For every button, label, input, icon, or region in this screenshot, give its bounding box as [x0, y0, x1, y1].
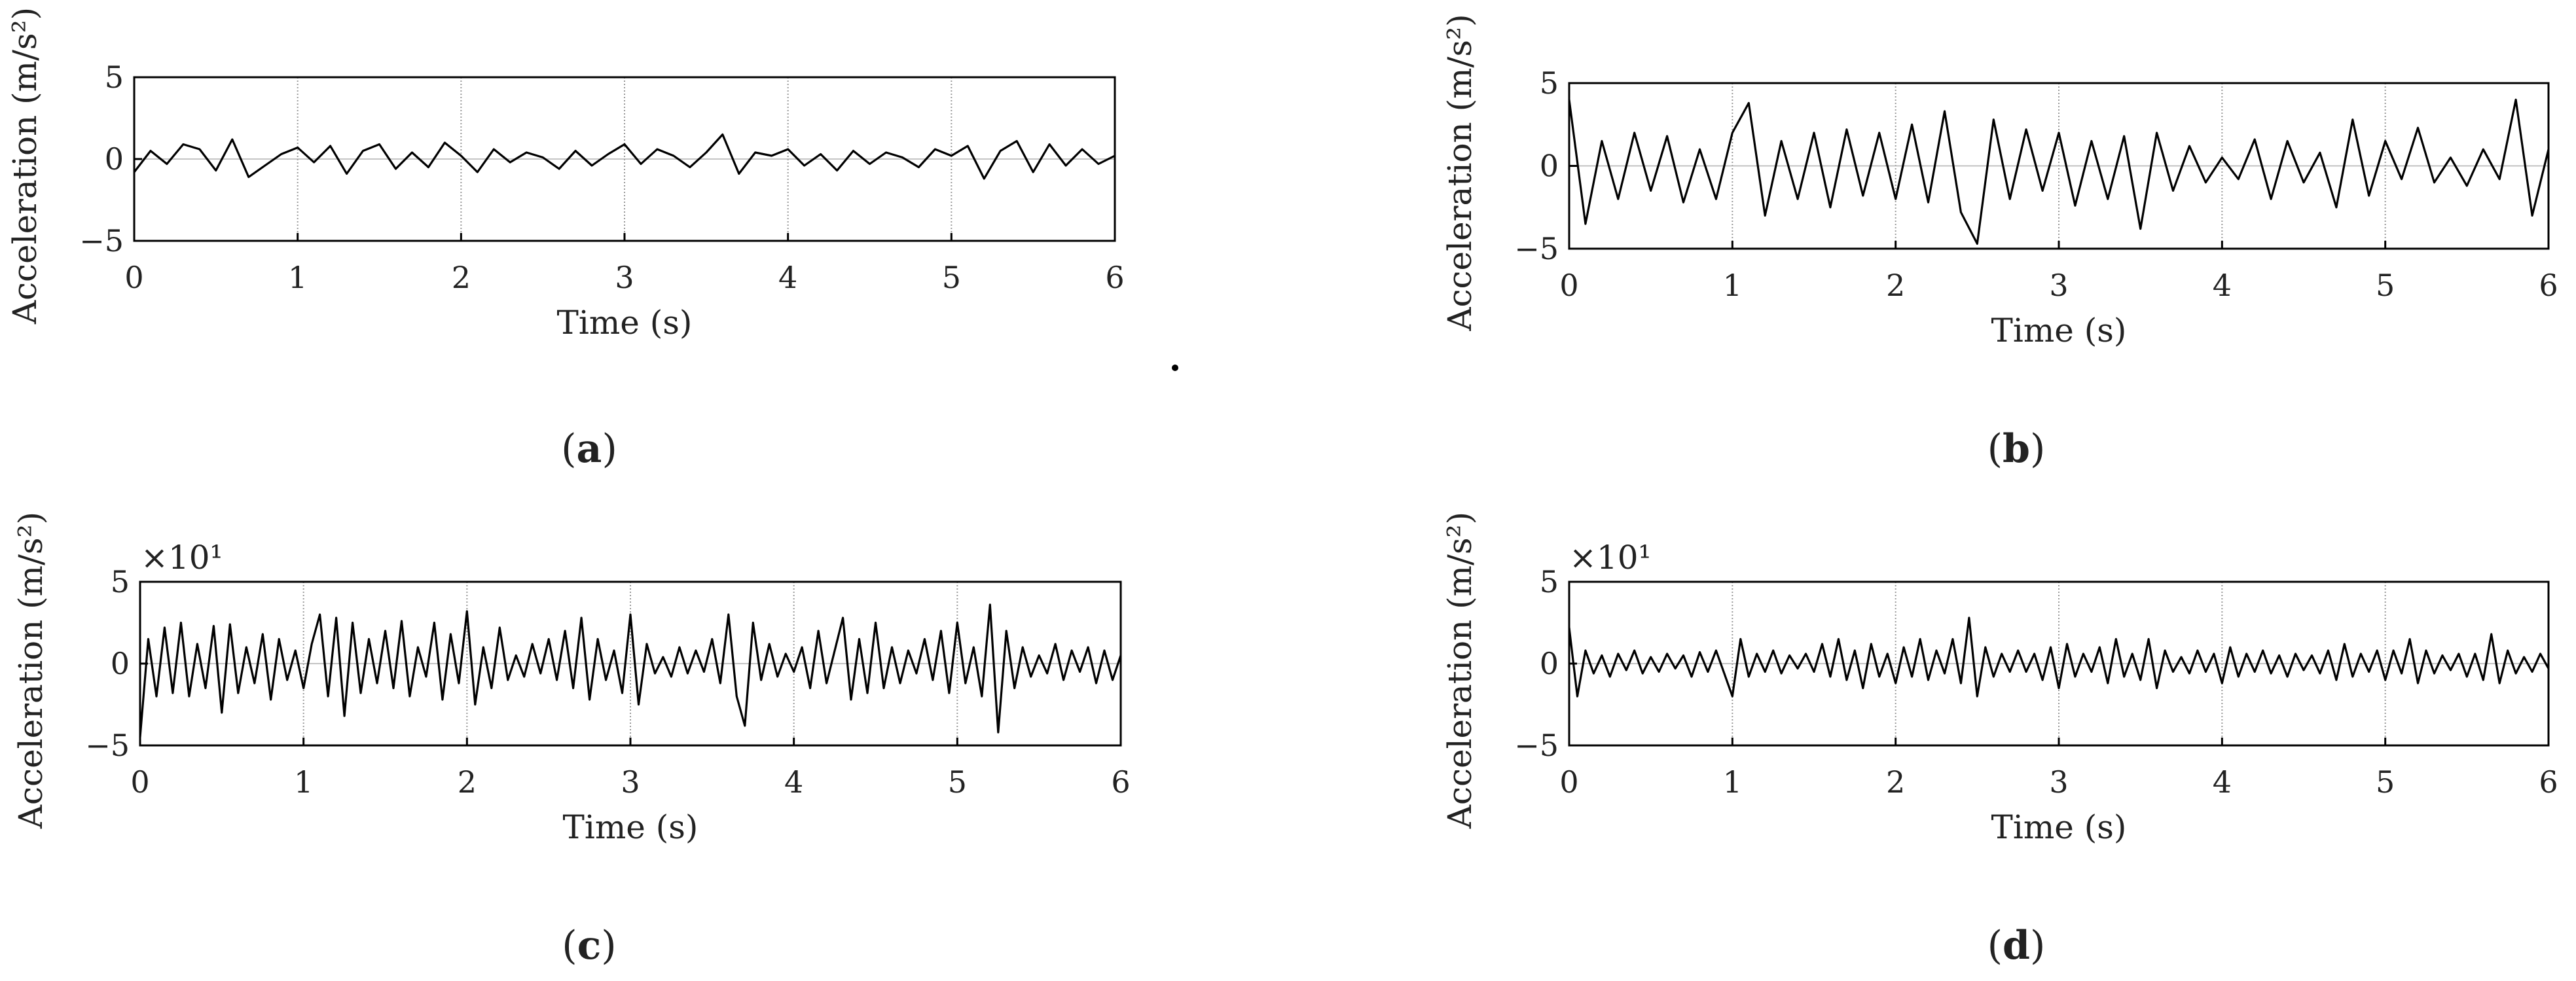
x-tick-label: 4 — [2213, 268, 2232, 303]
x-tick-label: 2 — [1886, 268, 1905, 303]
series-line-d-0 — [1568, 616, 2550, 698]
x-tick-label: 3 — [2049, 268, 2068, 303]
y-tick-label: 0 — [111, 646, 130, 681]
axis-multiplier: ×10¹ — [141, 539, 223, 577]
panel-caption-letter: b — [2003, 426, 2030, 472]
panel-caption: (b) — [1987, 426, 2046, 472]
series-line-c-0 — [139, 603, 1122, 738]
x-tick-label: 3 — [621, 764, 640, 800]
panel-caption-letter: d — [2003, 923, 2030, 969]
x-tick-label: 0 — [124, 260, 143, 295]
x-tick-label: 5 — [942, 260, 961, 295]
y-tick-label: −5 — [85, 728, 130, 763]
x-tick-label: 0 — [1559, 764, 1578, 800]
panel-caption: (c) — [562, 923, 616, 969]
y-tick-label: −5 — [79, 223, 124, 259]
x-tick-label: 4 — [778, 260, 797, 295]
panel-caption-letter: a — [577, 426, 602, 472]
stray-dot — [1172, 365, 1178, 371]
x-tick-label: 6 — [2539, 764, 2558, 800]
x-tick-label: 0 — [1559, 268, 1578, 303]
y-tick-label: 0 — [1540, 646, 1559, 681]
x-tick-label: 5 — [2376, 268, 2395, 303]
x-axis-label: Time (s) — [563, 808, 698, 846]
x-axis-label: Time (s) — [1991, 808, 2127, 846]
y-tick-label: 5 — [1540, 65, 1559, 101]
y-tick-label: −5 — [1514, 231, 1559, 266]
x-axis-label: Time (s) — [1991, 312, 2127, 349]
x-tick-label: 4 — [784, 764, 803, 800]
x-tick-label: 1 — [288, 260, 307, 295]
x-tick-label: 6 — [2539, 268, 2558, 303]
axis-multiplier: ×10¹ — [1569, 539, 1652, 577]
y-axis-label: Acceleration (m/s²) — [12, 512, 50, 829]
x-tick-label: 5 — [948, 764, 967, 800]
x-tick-label: 3 — [615, 260, 634, 295]
x-tick-label: 1 — [1723, 268, 1742, 303]
x-tick-label: 3 — [2049, 764, 2068, 800]
y-tick-label: 5 — [105, 60, 124, 95]
y-tick-label: 0 — [1540, 149, 1559, 184]
x-axis-label: Time (s) — [557, 304, 693, 342]
y-tick-label: 0 — [105, 141, 124, 177]
x-tick-label: 4 — [2213, 764, 2232, 800]
y-tick-label: 5 — [111, 564, 130, 599]
x-tick-label: 1 — [294, 764, 313, 800]
x-tick-label: 0 — [130, 764, 149, 800]
x-tick-label: 5 — [2376, 764, 2395, 800]
x-tick-label: 6 — [1105, 260, 1124, 295]
series-line-b-0 — [1568, 98, 2550, 245]
x-tick-label: 2 — [1886, 764, 1905, 800]
panel-caption: (a) — [561, 426, 617, 472]
y-tick-label: −5 — [1514, 728, 1559, 763]
y-axis-label: Acceleration (m/s²) — [6, 7, 44, 325]
x-tick-label: 6 — [1111, 764, 1130, 800]
x-tick-label: 2 — [458, 764, 477, 800]
y-axis-label: Acceleration (m/s²) — [1441, 512, 1479, 829]
panel-caption: (d) — [1987, 923, 2046, 969]
y-axis-label: Acceleration (m/s²) — [1441, 14, 1479, 331]
y-tick-label: 5 — [1540, 564, 1559, 599]
x-tick-label: 2 — [452, 260, 471, 295]
panel-caption-letter: c — [577, 923, 602, 969]
series-line-a-0 — [133, 133, 1116, 180]
x-tick-label: 1 — [1723, 764, 1742, 800]
